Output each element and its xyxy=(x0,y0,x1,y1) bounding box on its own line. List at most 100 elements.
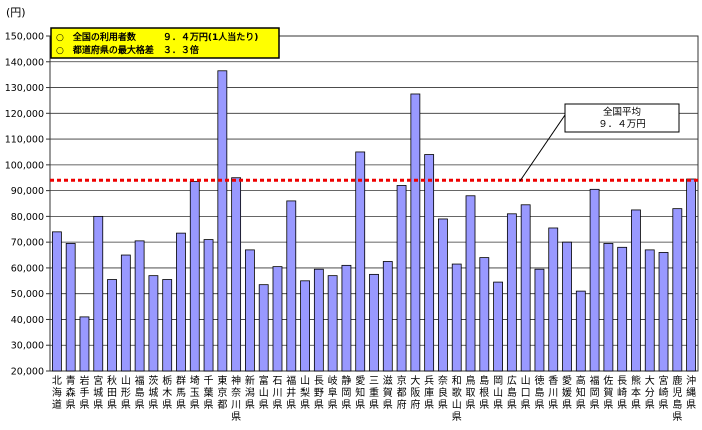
x-tick-label: 宮崎県 xyxy=(659,374,669,411)
y-tick-label: 60,000 xyxy=(11,263,44,274)
x-tick-label: 福岡県 xyxy=(590,374,600,411)
bar xyxy=(162,279,173,372)
x-tick-label: 三重県 xyxy=(369,376,379,411)
bar xyxy=(493,281,503,372)
bar xyxy=(134,240,145,372)
x-tick-label: 和歌山県 xyxy=(452,375,462,423)
y-axis: 20,000 30,000 40,000 50,000 60,000 70,000 80,0… xyxy=(5,32,50,378)
bar xyxy=(603,243,614,372)
bar xyxy=(382,261,393,372)
bar xyxy=(217,70,228,372)
x-tick-label: 山口県 xyxy=(521,375,531,411)
bar xyxy=(79,316,90,372)
bar xyxy=(548,227,559,372)
x-tick-label: 栃木県 xyxy=(162,374,172,411)
bar xyxy=(355,151,366,372)
bar xyxy=(520,204,531,372)
y-tick-label: 20,000 xyxy=(11,367,44,378)
bar xyxy=(93,215,104,372)
y-tick-label: 50,000 xyxy=(11,289,44,300)
y-tick-label: 30,000 xyxy=(11,341,44,352)
legend-line-2: ○ 都道府県の最大格差 ３．３倍 xyxy=(56,44,199,56)
bar xyxy=(272,266,283,372)
bar xyxy=(438,218,448,372)
average-callout-value: ９．４万円 xyxy=(598,119,646,130)
x-tick-label: 石川県 xyxy=(272,376,282,411)
x-tick-label: 長崎県 xyxy=(617,375,627,411)
x-tick-label: 岩手県 xyxy=(79,374,89,411)
bar xyxy=(424,154,435,372)
x-tick-label: 広島県 xyxy=(507,374,517,411)
x-tick-label: 群馬県 xyxy=(176,374,186,411)
x-tick-label: 鳥取県 xyxy=(466,374,476,411)
bar xyxy=(189,181,200,372)
bar xyxy=(617,246,628,372)
bar xyxy=(465,195,476,372)
average-callout-leader xyxy=(519,114,566,182)
legend-line-1: ○ 全国の利用者数 ９．４万円(1人当たり) xyxy=(56,31,258,43)
bar xyxy=(107,279,117,372)
x-tick-label: 滋賀県 xyxy=(383,374,393,411)
x-tick-label: 茨城県 xyxy=(148,374,158,411)
y-tick-label: 140,000 xyxy=(5,57,44,68)
bar xyxy=(506,213,517,372)
bar xyxy=(644,249,655,372)
y-tick-label: 130,000 xyxy=(5,83,44,94)
bar xyxy=(396,185,407,372)
bar xyxy=(176,232,186,372)
bar xyxy=(658,252,669,372)
bar xyxy=(589,188,600,372)
x-tick-label: 山梨県 xyxy=(300,375,310,411)
x-tick-label: 香川県 xyxy=(548,375,558,411)
x-tick-label: 鹿児島県 xyxy=(672,374,682,423)
bar xyxy=(575,290,586,372)
x-tick-label: 千葉県 xyxy=(204,375,214,411)
bar xyxy=(369,273,379,372)
bar xyxy=(203,239,214,372)
x-tick-label: 沖縄県 xyxy=(686,374,696,411)
x-tick-label: 愛知県 xyxy=(355,374,365,411)
y-tick-label: 120,000 xyxy=(5,109,44,120)
bar xyxy=(672,208,683,372)
y-tick-label: 40,000 xyxy=(11,315,44,326)
bar xyxy=(231,177,242,372)
y-tick-label: 110,000 xyxy=(5,135,44,146)
bar xyxy=(51,231,62,372)
bar xyxy=(327,275,338,372)
bar xyxy=(410,93,421,372)
x-tick-label: 岡山県 xyxy=(493,375,503,411)
bar xyxy=(120,254,131,372)
bar xyxy=(479,257,490,372)
bar xyxy=(313,268,324,372)
x-tick-label: 愛媛県 xyxy=(562,374,572,411)
bar xyxy=(686,178,697,372)
x-tick-label: 神奈川県 xyxy=(231,374,241,423)
x-tick-label: 宮城県 xyxy=(93,374,103,411)
x-tick-label: 青森県 xyxy=(66,374,76,411)
unit-label: (円) xyxy=(6,6,26,19)
legend-background xyxy=(50,27,280,59)
bar xyxy=(300,280,310,372)
bar xyxy=(631,209,641,372)
x-tick-label: 新潟県 xyxy=(245,374,255,411)
x-tick-label: 兵庫県 xyxy=(424,374,434,411)
bar xyxy=(148,275,159,372)
average-callout-box xyxy=(564,103,680,133)
x-tick-label: 大分県 xyxy=(645,374,655,411)
bar xyxy=(245,249,255,372)
x-tick-label: 奈良県 xyxy=(438,374,448,411)
average-callout-label: 全国平均 xyxy=(603,106,641,118)
bar xyxy=(562,241,572,372)
x-tick-label: 高知県 xyxy=(576,374,586,411)
x-tick-label: 東京都 xyxy=(217,374,227,411)
x-tick-label: 埼玉県 xyxy=(190,374,200,411)
y-tick-label: 70,000 xyxy=(11,238,44,249)
x-tick-label: 福島県 xyxy=(135,374,145,411)
bars xyxy=(51,70,697,372)
bar xyxy=(258,284,269,372)
x-tick-label: 山形県 xyxy=(121,375,131,411)
x-tick-label: 富山県 xyxy=(259,374,269,411)
y-tick-label: 80,000 xyxy=(11,212,44,223)
